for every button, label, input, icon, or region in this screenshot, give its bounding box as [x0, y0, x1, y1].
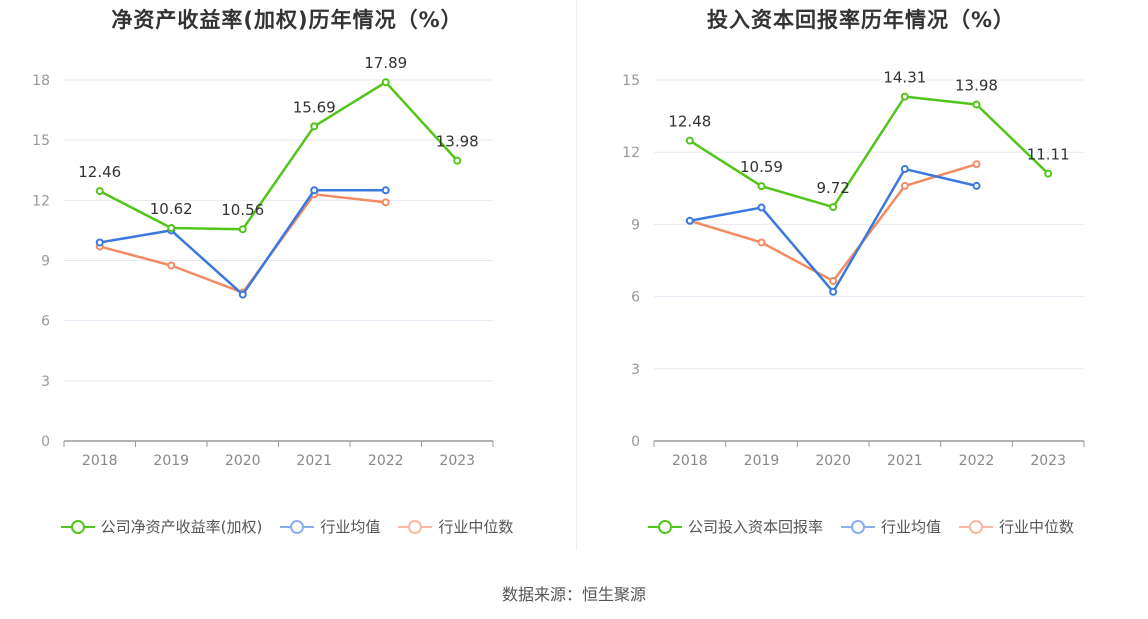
x-tick-label: 2018 — [672, 453, 708, 469]
legend-label: 行业均值 — [320, 518, 381, 536]
data-point — [685, 136, 694, 145]
data-label: 12.48 — [668, 113, 711, 131]
legend-swatch-icon — [280, 519, 315, 534]
data-point — [167, 261, 176, 270]
chart-title: 净资产收益率(加权)历年情况（%） — [111, 8, 463, 32]
y-tick-label: 15 — [622, 73, 640, 89]
data-point — [972, 100, 981, 109]
legend-swatch-icon — [959, 519, 993, 534]
series-line — [99, 80, 459, 231]
data-point — [95, 238, 104, 247]
legend-swatch-icon — [647, 519, 682, 534]
legend-label: 公司净资产收益率(加权) — [100, 518, 263, 536]
roic-chart-panel: 投入资本回报率历年情况（%） 0 3 6 9 12 15 2018 2019 2020 2021 2… — [574, 0, 1148, 560]
chart-legend: 公司投入资本回报率 行业均值 行业中位数 — [574, 516, 1148, 537]
legend-label: 行业中位数 — [999, 518, 1075, 536]
x-tick-label: 2021 — [296, 453, 332, 469]
data-point — [310, 122, 319, 131]
y-tick-label: 15 — [32, 133, 50, 149]
data-label: 14.31 — [883, 69, 926, 87]
x-tick-label: 2023 — [1030, 453, 1066, 469]
legend-item[interactable]: 行业中位数 — [398, 516, 513, 537]
data-label: 13.98 — [955, 77, 998, 95]
y-tick-label: 0 — [41, 434, 50, 450]
data-point — [381, 198, 390, 207]
x-tick-label: 2020 — [225, 453, 261, 469]
data-label: 9.72 — [816, 179, 849, 197]
data-point — [972, 181, 981, 190]
data-point — [757, 238, 766, 247]
legend-label: 公司投入资本回报率 — [687, 518, 823, 536]
data-point — [381, 78, 390, 87]
x-tick-label: 2019 — [153, 453, 189, 469]
y-tick-label: 3 — [41, 374, 50, 390]
roe-line-chart: 0 3 6 9 12 15 18 2018 2019 2020 2021 2022 2023 12.46 1… — [32, 54, 494, 469]
data-label: 10.62 — [150, 200, 193, 218]
x-tick-label: 2021 — [887, 453, 923, 469]
data-point — [238, 225, 247, 234]
legend-label: 行业中位数 — [438, 518, 514, 536]
data-point — [167, 224, 176, 233]
data-label: 15.69 — [293, 98, 336, 116]
data-label: 12.46 — [78, 163, 121, 181]
data-point — [95, 187, 104, 196]
x-tick-label: 2022 — [959, 453, 995, 469]
chart-title: 投入资本回报率历年情况（%） — [706, 8, 1016, 32]
legend-item[interactable]: 行业中位数 — [959, 516, 1074, 537]
x-tick-label: 2022 — [368, 453, 404, 469]
y-tick-label: 3 — [631, 362, 640, 378]
data-source-note: 数据来源：恒生聚源 — [501, 585, 646, 604]
data-label: 10.59 — [740, 158, 783, 176]
data-point — [238, 290, 247, 299]
data-label: 17.89 — [364, 54, 407, 72]
data-point — [900, 181, 909, 190]
data-point — [381, 186, 390, 195]
chart-legend: 公司净资产收益率(加权) 行业均值 行业中位数 — [0, 516, 574, 537]
data-label: 13.98 — [436, 133, 479, 151]
legend-swatch-icon — [60, 519, 95, 534]
x-tick-label: 2020 — [815, 453, 851, 469]
y-tick-label: 6 — [41, 314, 50, 330]
data-label: 10.56 — [221, 201, 264, 219]
legend-swatch-icon — [840, 519, 875, 534]
y-tick-label: 12 — [32, 193, 50, 209]
y-tick-label: 12 — [622, 145, 640, 161]
x-tick-label: 2019 — [744, 453, 780, 469]
roic-line-chart: 0 3 6 9 12 15 2018 2019 2020 2021 2022 2023 12.48 10.… — [622, 69, 1085, 469]
data-point — [829, 287, 838, 296]
y-tick-label: 18 — [32, 73, 50, 89]
data-point — [900, 92, 909, 101]
legend-item[interactable]: 行业均值 — [840, 516, 941, 537]
data-label: 11.11 — [1027, 146, 1070, 164]
x-tick-label: 2023 — [439, 453, 475, 469]
y-tick-label: 0 — [631, 434, 640, 450]
legend-swatch-icon — [398, 519, 433, 534]
legend-label: 行业均值 — [880, 518, 941, 536]
panel-divider — [576, 0, 577, 550]
y-tick-label: 9 — [631, 217, 640, 233]
legend-item[interactable]: 公司净资产收益率(加权) — [60, 516, 263, 537]
data-point — [453, 156, 462, 165]
roe-chart-panel: 净资产收益率(加权)历年情况（%） 0 3 6 9 12 15 18 2018 2019 2020… — [0, 0, 574, 560]
x-tick-label: 2018 — [82, 453, 118, 469]
data-point — [900, 165, 909, 174]
legend-item[interactable]: 公司投入资本回报率 — [647, 516, 823, 537]
data-point — [757, 182, 766, 191]
data-point — [685, 216, 694, 225]
data-point — [972, 160, 981, 169]
data-point — [310, 186, 319, 195]
y-tick-label: 6 — [631, 290, 640, 306]
legend-item[interactable]: 行业均值 — [280, 516, 380, 537]
y-tick-label: 9 — [41, 254, 50, 270]
series-line — [689, 95, 1050, 209]
data-point — [757, 203, 766, 212]
data-point — [829, 276, 838, 285]
data-point — [1044, 169, 1053, 178]
data-point — [829, 203, 838, 212]
